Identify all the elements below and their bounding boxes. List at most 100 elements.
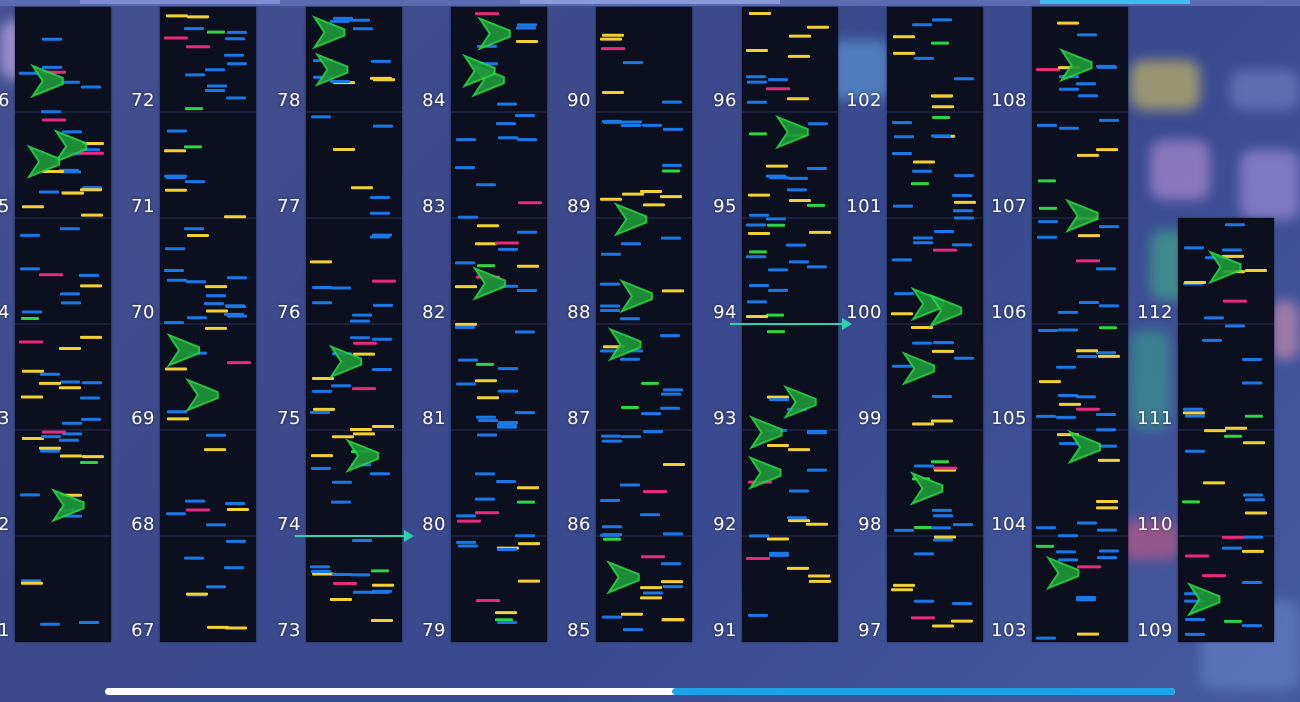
tap-note[interactable] [661,392,681,396]
drag-note[interactable] [1077,153,1099,157]
tap-note[interactable] [226,96,246,100]
drag-note[interactable] [893,51,915,55]
drag-note[interactable] [788,519,810,523]
tap-note[interactable] [914,552,934,556]
drag-note[interactable] [893,35,915,39]
drag-note[interactable] [932,624,954,628]
tap-note[interactable] [167,129,187,133]
tap-note[interactable] [1076,82,1096,86]
tap-note[interactable] [1099,225,1119,229]
tap-note[interactable] [332,480,352,484]
tap-note[interactable] [620,483,640,487]
drag-note[interactable] [808,574,830,578]
tap-note[interactable] [621,123,641,127]
tap-note[interactable] [662,100,682,104]
hold-note[interactable] [932,116,950,120]
tap-note[interactable] [311,569,331,573]
tap-note[interactable] [41,110,61,114]
tap-note[interactable] [953,523,973,527]
drag-note[interactable] [164,149,186,153]
tap-note[interactable] [370,196,390,200]
drag-note[interactable] [187,234,209,238]
drag-note[interactable] [205,285,227,289]
tap-note[interactable] [455,166,475,170]
chart-column[interactable] [1032,7,1128,642]
hold-note[interactable] [621,405,639,409]
flick-note[interactable] [333,581,357,585]
tap-note[interactable] [643,591,663,595]
tap-note[interactable] [954,356,974,360]
drag-note[interactable] [934,535,956,539]
tap-note[interactable] [914,464,934,468]
flick-note[interactable] [39,273,63,277]
chart-column[interactable] [15,7,111,642]
tap-note[interactable] [808,122,828,126]
tap-note[interactable] [311,115,331,119]
tap-note[interactable] [1097,444,1117,448]
chart-column[interactable] [1178,218,1274,642]
drag-note[interactable] [60,454,82,458]
tap-note[interactable] [1099,549,1119,553]
drag-note[interactable] [80,188,102,192]
tap-note[interactable] [1076,395,1096,399]
drag-note[interactable] [1077,632,1099,636]
tap-note[interactable] [1038,329,1058,333]
tap-note[interactable] [914,56,934,60]
tap-note[interactable] [952,243,972,247]
tap-note[interactable] [623,628,643,632]
tap-note[interactable] [165,247,185,251]
flick-note[interactable] [766,87,790,91]
tap-note[interactable] [602,615,622,619]
tap-note[interactable] [1222,248,1242,252]
flick-note[interactable] [1185,554,1209,558]
hold-note[interactable] [1039,206,1057,210]
tap-note[interactable] [1097,528,1117,532]
tap-note[interactable] [788,176,808,180]
tap-note[interactable] [1058,534,1078,538]
drag-note[interactable] [809,579,831,583]
tap-note[interactable] [913,241,933,245]
tap-note[interactable] [204,302,224,306]
tap-note[interactable] [600,499,620,503]
hold-note[interactable] [662,169,680,173]
drag-note[interactable] [643,203,665,207]
tap-note[interactable] [60,380,80,384]
drag-note[interactable] [1245,269,1267,273]
flick-note[interactable] [19,340,43,344]
tap-note[interactable] [1243,493,1263,497]
tap-note[interactable] [621,435,641,439]
tap-note[interactable] [166,512,186,516]
hold-note[interactable] [914,526,932,530]
tap-note[interactable] [456,540,476,544]
tap-note[interactable] [455,325,475,329]
drag-note[interactable] [640,189,662,193]
drag-note[interactable] [227,508,249,512]
hold-note[interactable] [50,488,85,523]
flick-note[interactable] [1036,67,1060,71]
tap-note[interactable] [22,310,42,314]
tap-note[interactable] [40,449,60,453]
tap-note[interactable] [370,211,390,215]
tap-note[interactable] [185,73,205,77]
drag-note[interactable] [621,612,643,616]
drag-note[interactable] [165,188,187,192]
tap-note[interactable] [478,419,498,423]
drag-note[interactable] [1184,280,1206,284]
hold-note[interactable] [749,132,767,136]
tap-note[interactable] [954,216,974,220]
flick-note[interactable] [42,430,66,434]
drag-note[interactable] [1225,426,1247,430]
flick-note[interactable] [352,387,376,391]
drag-note[interactable] [640,596,662,600]
tap-note[interactable] [62,130,82,134]
tap-note[interactable] [456,138,476,142]
drag-note[interactable] [350,428,372,432]
flick-note[interactable] [80,151,104,155]
tap-note[interactable] [600,533,620,537]
hold-note[interactable] [30,63,64,99]
tap-note[interactable] [1058,393,1078,397]
tap-note[interactable] [476,415,496,419]
drag-note[interactable] [186,592,208,596]
chart-column[interactable] [596,7,692,642]
tap-note[interactable] [642,123,662,127]
